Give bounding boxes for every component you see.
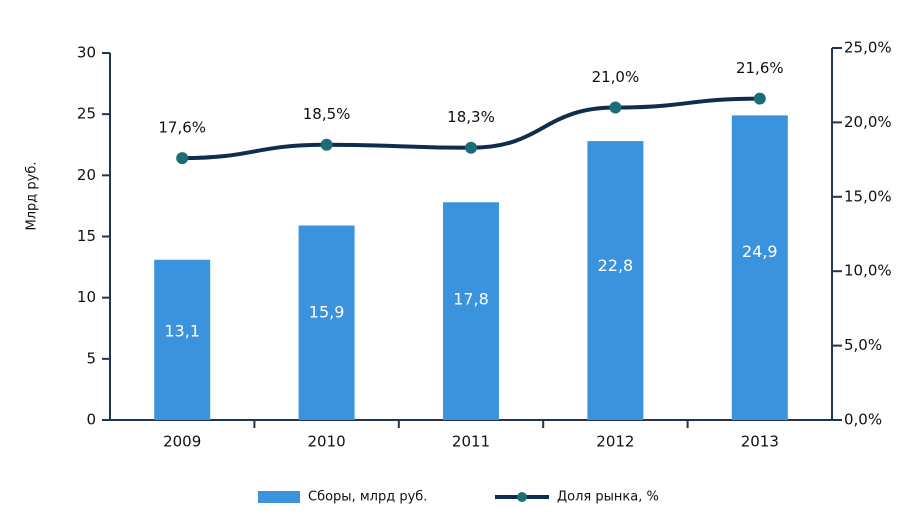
line-value-label: 17,6% — [158, 119, 206, 137]
y2-tick-label: 25,0% — [844, 39, 892, 57]
y-tick-label: 25 — [77, 105, 96, 123]
y-axis-label: Млрд руб. — [25, 162, 40, 231]
bar-value-label: 22,8 — [598, 256, 634, 275]
line-marker — [609, 101, 622, 114]
line-value-label: 18,3% — [447, 108, 495, 126]
y2-tick-label: 5,0% — [844, 336, 882, 354]
legend-swatch — [258, 491, 300, 503]
bar-value-label: 24,9 — [742, 242, 778, 261]
x-tick-label: 2013 — [741, 433, 779, 451]
line-marker — [176, 152, 189, 165]
bar-value-label: 15,9 — [309, 303, 345, 322]
x-tick-label: 2010 — [308, 433, 346, 451]
line-value-label: 21,6% — [736, 59, 784, 77]
x-tick-label: 2009 — [163, 433, 201, 451]
y-tick-label: 20 — [77, 166, 96, 184]
bar — [154, 259, 211, 420]
line-marker — [753, 92, 766, 105]
legend-label: Доля рынка, % — [557, 490, 659, 505]
line-marker — [465, 141, 477, 154]
y2-tick-label: 15,0% — [844, 187, 892, 205]
legend-marker — [517, 492, 527, 502]
bar — [298, 225, 355, 420]
bar — [443, 202, 499, 420]
x-tick-label: 2011 — [452, 433, 490, 451]
bar — [731, 115, 788, 420]
y-tick-label: 5 — [86, 349, 96, 367]
bar-value-label: 17,8 — [453, 290, 489, 309]
bar — [587, 141, 644, 420]
y-tick-label: 10 — [77, 288, 96, 306]
y-tick-label: 30 — [77, 44, 96, 62]
y2-tick-label: 20,0% — [844, 113, 892, 131]
y-tick-label: 15 — [77, 227, 96, 245]
y2-tick-label: 10,0% — [844, 262, 892, 280]
y-tick-label: 0 — [86, 411, 96, 429]
line-value-label: 21,0% — [592, 68, 640, 86]
legend-label: Сборы, млрд руб. — [308, 490, 427, 505]
line-marker — [320, 138, 333, 151]
line-value-label: 18,5% — [303, 105, 351, 123]
y2-tick-label: 0,0% — [844, 411, 882, 429]
x-tick-label: 2012 — [596, 433, 634, 451]
bar-value-label: 13,1 — [164, 321, 200, 340]
